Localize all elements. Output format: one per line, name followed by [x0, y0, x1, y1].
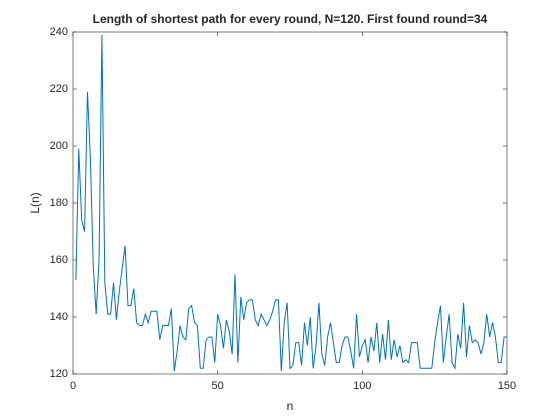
chart-title: Length of shortest path for every round,… [93, 12, 488, 26]
y-axis-label: L(n) [28, 192, 42, 213]
x-tick-label: 150 [498, 380, 516, 392]
x-tick-label: 100 [353, 380, 371, 392]
x-tick-label: 50 [212, 380, 224, 392]
x-axis-label: n [287, 399, 294, 413]
y-tick-label: 160 [50, 254, 68, 266]
y-tick-label: 120 [50, 368, 68, 380]
y-tick-label: 200 [50, 140, 68, 152]
y-tick-label: 180 [50, 197, 68, 209]
axes-box [72, 31, 508, 375]
data-line [75, 34, 507, 372]
x-tick-label: 0 [70, 380, 76, 392]
y-tick-label: 220 [50, 83, 68, 95]
y-tick-label: 140 [50, 311, 68, 323]
y-tick-label: 240 [50, 26, 68, 38]
